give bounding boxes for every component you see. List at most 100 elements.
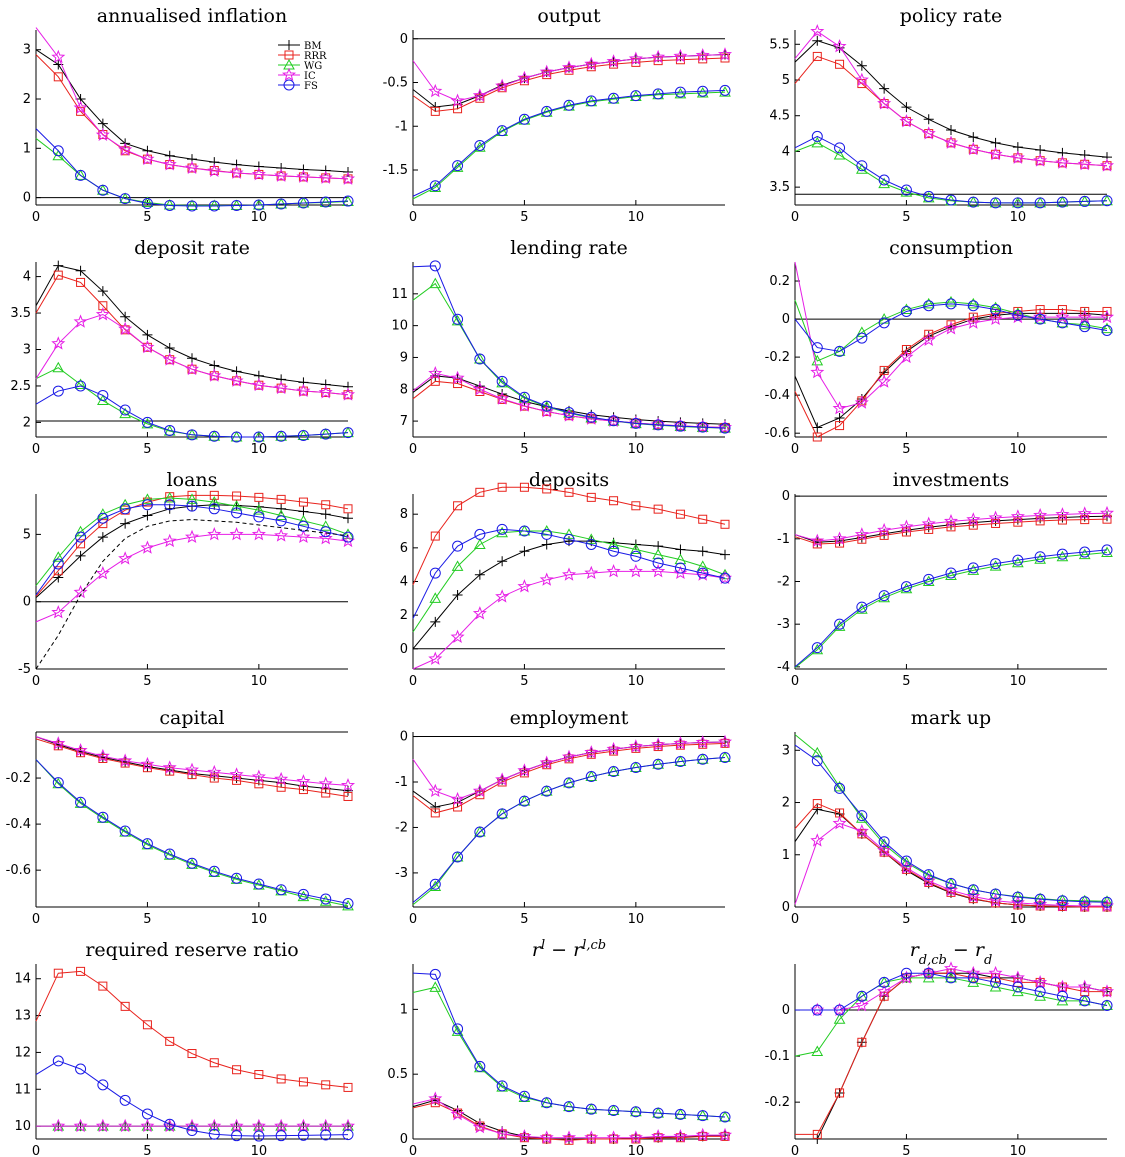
- y-tick-label: 11: [391, 287, 408, 302]
- data-point-ic: [877, 843, 892, 857]
- data-point-fs: [990, 558, 1002, 570]
- data-point-bm: [812, 422, 823, 433]
- data-point-rrr: [631, 1134, 641, 1144]
- data-point-ic: [899, 114, 914, 128]
- data-point-bm: [720, 549, 730, 560]
- data-point-wg: [451, 161, 464, 172]
- x-tick-label: 0: [791, 912, 799, 927]
- data-point-rrr: [631, 743, 641, 753]
- data-point-ic: [854, 395, 869, 409]
- data-point-bm: [812, 804, 823, 815]
- y-tick-label: 0: [400, 730, 408, 745]
- data-point-fs: [297, 520, 309, 532]
- data-point-ic: [95, 566, 110, 580]
- y-tick-label: 0: [400, 642, 408, 657]
- data-point-fs: [1079, 321, 1091, 333]
- y-tick-label: -0.2: [6, 771, 31, 786]
- data-point-rrr: [835, 1088, 845, 1098]
- x-tick-label: 10: [251, 442, 268, 457]
- legend-label-rrr: RRR: [304, 51, 327, 62]
- y-tick-label: 3.5: [769, 180, 790, 195]
- data-point-fs: [967, 972, 979, 984]
- data-point-fs: [496, 1080, 508, 1092]
- data-point-bm: [75, 550, 86, 561]
- data-point-fs: [452, 1023, 464, 1035]
- series-line-bm: [794, 40, 1108, 158]
- data-point-rrr: [187, 770, 197, 780]
- data-point-fs: [719, 84, 731, 96]
- legend-marker-bm: [284, 40, 294, 50]
- panel-output: output 0 5 10 0 -0.5 -1 -1.5: [383, 5, 733, 225]
- data-point-ic: [717, 734, 733, 748]
- y-tick-label: 10: [14, 1119, 31, 1134]
- data-point-ic: [318, 385, 333, 399]
- data-point-rrr: [298, 497, 308, 507]
- data-point-ic: [810, 24, 825, 38]
- data-point-ic: [517, 398, 532, 412]
- data-point-ic: [140, 540, 155, 554]
- data-point-ic: [877, 96, 892, 110]
- data-point-rrr: [698, 739, 708, 749]
- data-point-ic: [162, 352, 177, 366]
- y-tick-label: -0.2: [765, 350, 790, 365]
- data-point-fs: [697, 567, 709, 579]
- data-point-ic: [118, 321, 133, 336]
- x-tick-label: 10: [251, 210, 268, 225]
- panel-title: lending rate: [510, 237, 628, 259]
- data-point-ic: [695, 735, 710, 749]
- series-line-wg: [412, 530, 726, 633]
- data-point-ic: [584, 1130, 599, 1144]
- x-tick-label: 10: [628, 210, 645, 225]
- data-point-ic: [1055, 979, 1070, 993]
- data-point-rrr: [1102, 902, 1112, 912]
- data-point-ic: [207, 527, 222, 541]
- data-point-wg: [1101, 895, 1113, 906]
- data-point-fs: [253, 431, 265, 443]
- panel-title: mark up: [911, 707, 991, 729]
- data-point-wg: [719, 86, 731, 97]
- data-point-fs: [429, 567, 441, 579]
- data-point-bm: [430, 1095, 441, 1106]
- data-point-ic: [561, 749, 577, 763]
- data-point-rrr: [1102, 514, 1112, 524]
- data-point-fs: [967, 196, 979, 208]
- y-tick-label: -1: [395, 119, 408, 134]
- data-point-fs: [75, 796, 87, 808]
- data-point-rrr: [120, 146, 130, 156]
- data-point-fs: [1056, 196, 1068, 208]
- data-point-bm: [120, 518, 131, 529]
- data-point-rrr: [165, 1036, 175, 1046]
- data-point-fs: [923, 967, 935, 979]
- data-point-bm: [834, 42, 845, 53]
- panel-r-d-cb-r-d: rd,cb − rd0 5 10-0.2-0.10: [765, 939, 1115, 1157]
- data-point-wg: [1101, 194, 1113, 206]
- data-point-wg: [674, 553, 687, 565]
- series-line-fs: [794, 303, 1108, 352]
- data-point-bm: [120, 311, 131, 322]
- data-point-wg: [696, 86, 709, 98]
- data-point-rrr: [698, 54, 708, 64]
- data-point-rrr: [98, 519, 108, 529]
- data-point-bm: [53, 260, 64, 271]
- data-point-fs: [452, 160, 464, 172]
- data-point-fs: [990, 197, 1002, 209]
- data-point-fs: [1012, 309, 1024, 321]
- data-point-fs: [834, 782, 846, 794]
- data-point-wg: [900, 186, 913, 197]
- data-point-fs: [541, 528, 553, 540]
- data-point-rrr: [1057, 901, 1067, 911]
- panel-investments: investments 0 5 10 -4 -3 -2 -1 0: [777, 469, 1115, 689]
- series-line-wg: [412, 756, 726, 906]
- data-point-bm: [990, 137, 1001, 148]
- data-point-fs: [141, 416, 153, 428]
- data-point-fs: [1056, 317, 1068, 329]
- series-line-fs: [412, 972, 726, 1118]
- data-point-ic: [673, 1129, 688, 1143]
- data-point-wg: [1078, 318, 1091, 330]
- data-point-ic: [539, 572, 554, 586]
- data-point-fs: [674, 420, 686, 432]
- data-point-fs: [719, 572, 731, 584]
- data-point-fs: [474, 140, 486, 151]
- data-point-ic: [318, 1118, 333, 1133]
- data-point-fs: [608, 1104, 620, 1116]
